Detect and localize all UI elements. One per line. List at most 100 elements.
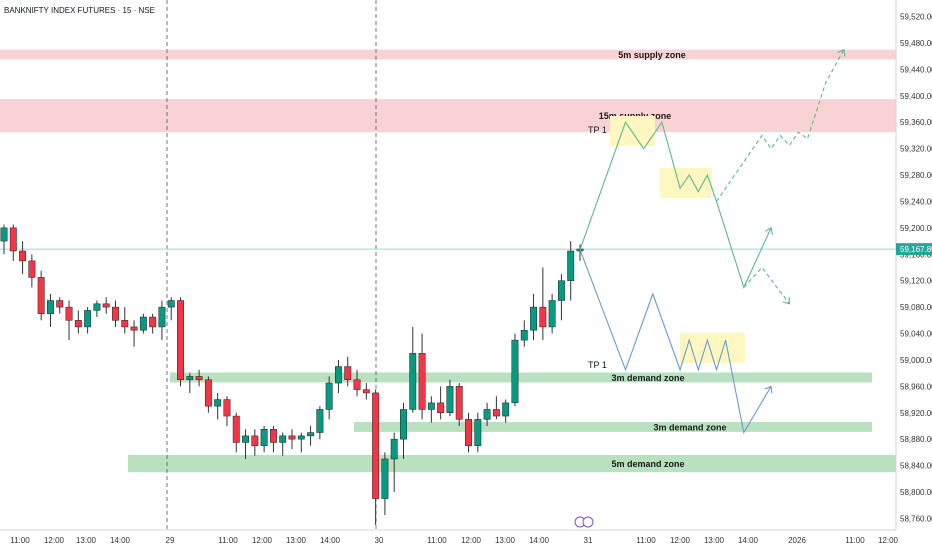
candles-layer[interactable] — [0, 224, 584, 525]
candle[interactable] — [9, 224, 17, 261]
candle-body — [223, 399, 231, 417]
candle[interactable] — [465, 412, 472, 453]
candle[interactable] — [65, 300, 73, 341]
candle[interactable] — [130, 320, 138, 347]
candle[interactable] — [353, 369, 361, 397]
zone-label-3: 3m demand zone — [653, 422, 726, 432]
candle-body — [474, 419, 482, 447]
price-tick-label: 59,120.00 — [900, 277, 932, 286]
candle[interactable] — [520, 320, 528, 347]
candle[interactable] — [344, 356, 352, 387]
zone-supply-0[interactable] — [0, 49, 896, 60]
price-axis-bg — [896, 0, 932, 550]
candle[interactable] — [279, 432, 287, 456]
candle-body — [37, 277, 45, 314]
candle[interactable] — [400, 402, 407, 459]
projection-arrow-upper-dashed — [837, 48, 846, 57]
candle[interactable] — [242, 429, 249, 459]
candle[interactable] — [474, 412, 482, 453]
candle[interactable] — [455, 383, 463, 426]
candle[interactable] — [325, 376, 333, 420]
projection-arrow-mid-dashed — [782, 296, 790, 305]
candle[interactable] — [251, 429, 259, 456]
candle[interactable] — [47, 293, 54, 327]
candle[interactable] — [195, 369, 203, 387]
candle[interactable] — [390, 432, 398, 492]
candle[interactable] — [557, 274, 565, 321]
candle-body — [242, 435, 249, 443]
candle[interactable] — [19, 241, 27, 275]
candle[interactable] — [204, 376, 212, 413]
target-highlight-1 — [660, 168, 712, 198]
candle-body — [548, 300, 556, 328]
time-axis[interactable]: 11:00 12:00 13:00 14:00 29 11:00 12:00 13:00 14:… — [0, 516, 899, 545]
lightning-icon[interactable] — [574, 516, 594, 528]
candle[interactable] — [502, 399, 510, 423]
price-tick-label: 58,960.00 — [900, 382, 932, 391]
candle[interactable] — [139, 313, 147, 334]
candle[interactable] — [93, 300, 101, 318]
zone-supply-1[interactable] — [0, 99, 896, 133]
candle-body — [121, 320, 129, 328]
candle[interactable] — [307, 425, 315, 446]
candle[interactable] — [0, 224, 8, 255]
time-tick-label: 11:00 — [427, 536, 447, 545]
candle[interactable] — [372, 389, 380, 525]
candle[interactable] — [362, 383, 370, 400]
candle[interactable] — [223, 396, 231, 426]
candle[interactable] — [269, 425, 277, 453]
time-tick-label: 14:00 — [320, 536, 341, 545]
candle-body — [28, 260, 36, 278]
candle[interactable] — [232, 412, 240, 453]
candle[interactable] — [28, 254, 36, 288]
candle[interactable] — [149, 313, 157, 334]
candle[interactable] — [335, 359, 342, 393]
candle[interactable] — [84, 307, 92, 334]
candle[interactable] — [576, 244, 584, 261]
candle[interactable] — [158, 300, 166, 341]
candle-body — [130, 326, 138, 331]
candle[interactable] — [167, 297, 175, 321]
candle-body — [9, 227, 17, 252]
candle[interactable] — [112, 300, 119, 327]
candle[interactable] — [214, 392, 222, 420]
candle-body — [288, 435, 296, 440]
candle[interactable] — [437, 386, 445, 420]
candle[interactable] — [74, 310, 82, 334]
candle[interactable] — [186, 373, 194, 393]
time-tick-label: 12:00 — [461, 536, 482, 545]
candle[interactable] — [102, 297, 110, 314]
candle[interactable] — [548, 293, 556, 334]
price-tick-label: 59,320.00 — [900, 145, 932, 154]
candle[interactable] — [446, 379, 454, 417]
candle[interactable] — [539, 267, 547, 341]
zone-demand-3[interactable] — [354, 422, 872, 432]
candle-body — [502, 402, 510, 417]
candle[interactable] — [427, 396, 435, 423]
candle-body — [520, 329, 528, 341]
candle[interactable] — [316, 406, 324, 440]
zone-demand-4[interactable] — [128, 455, 896, 473]
candle[interactable] — [177, 297, 184, 387]
candle[interactable] — [37, 270, 45, 321]
candle[interactable] — [492, 396, 500, 420]
candle[interactable] — [288, 429, 296, 450]
candle[interactable] — [511, 333, 519, 407]
candle[interactable] — [409, 326, 417, 413]
candle-body — [362, 389, 370, 394]
candle[interactable] — [260, 425, 268, 453]
candle[interactable] — [297, 432, 305, 453]
candle[interactable] — [56, 297, 64, 314]
candle[interactable] — [121, 307, 129, 334]
candle[interactable] — [530, 293, 537, 341]
zone-demand-2[interactable] — [170, 372, 872, 383]
price-axis[interactable]: 59,520.00 59,480.00 59,440.00 59,400.00 59,3… — [895, 0, 932, 550]
candle[interactable] — [418, 333, 426, 420]
candle[interactable] — [381, 452, 389, 516]
candle-body — [260, 429, 268, 447]
zone-label-4: 5m demand zone — [611, 459, 684, 469]
candle[interactable] — [567, 241, 575, 301]
price-tick-label: 58,840.00 — [900, 462, 932, 471]
candle[interactable] — [483, 402, 491, 426]
